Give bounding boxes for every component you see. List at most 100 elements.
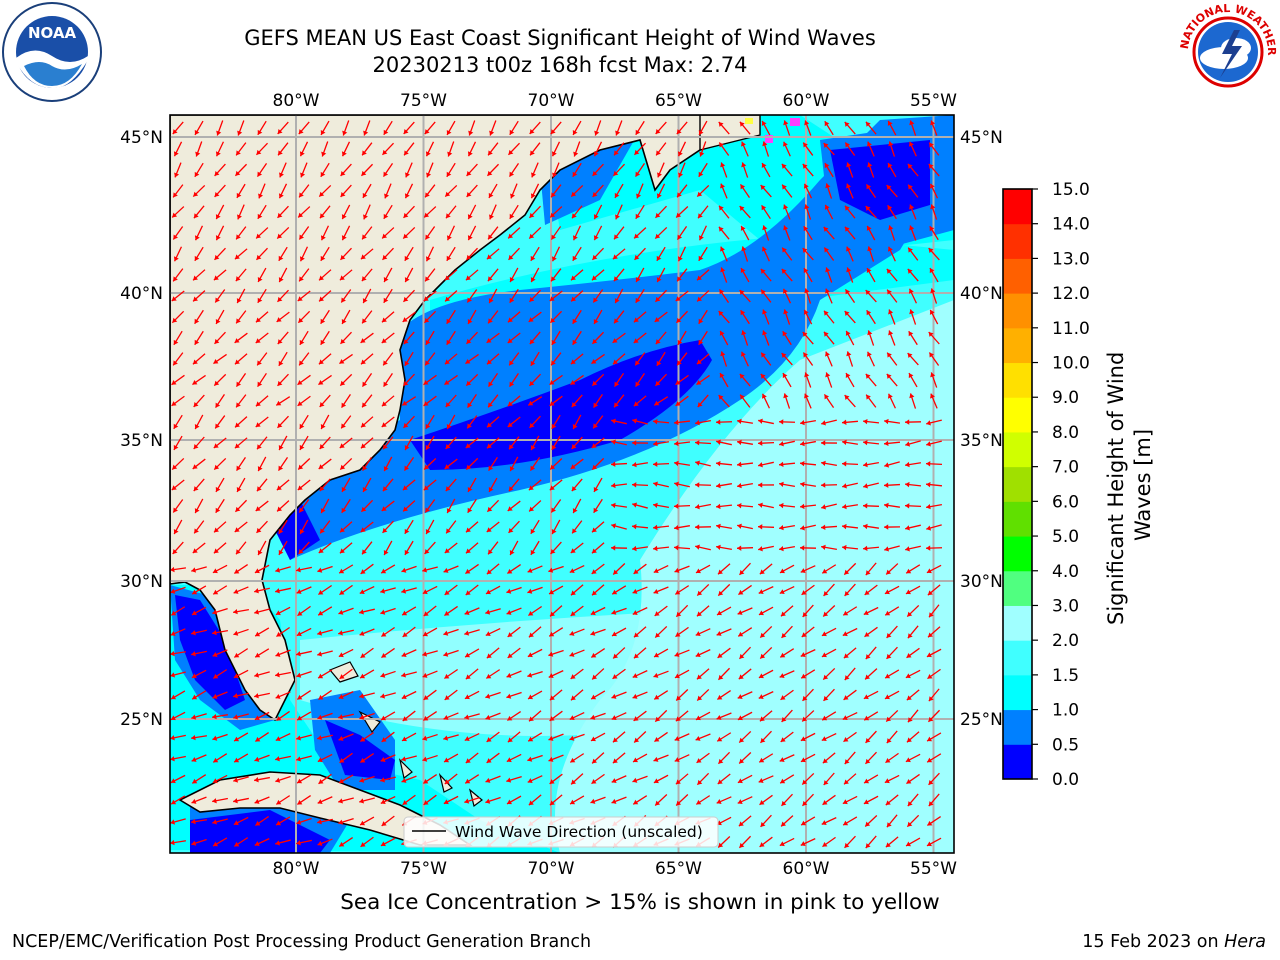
wind-wave-arrow xyxy=(610,545,628,551)
wind-wave-arrow xyxy=(926,503,942,510)
wind-wave-arrow xyxy=(844,751,856,765)
wind-wave-arrow xyxy=(359,712,375,720)
wind-wave-arrow xyxy=(422,754,438,762)
wind-wave-arrow xyxy=(296,734,312,741)
wind-wave-arrow xyxy=(464,774,480,784)
wind-wave-arrow xyxy=(339,437,353,449)
wind-wave-arrow xyxy=(277,205,289,219)
wind-wave-arrow xyxy=(762,225,770,241)
wind-wave-arrow xyxy=(741,330,749,346)
wind-wave-arrow xyxy=(886,730,898,744)
wind-wave-arrow xyxy=(172,184,184,198)
wind-wave-arrow xyxy=(652,418,670,425)
wind-wave-arrow xyxy=(720,183,728,199)
wind-wave-arrow xyxy=(193,394,205,408)
wind-wave-arrow xyxy=(298,352,310,366)
wind-wave-arrow xyxy=(488,477,498,493)
wind-wave-arrow xyxy=(552,162,560,178)
wind-wave-arrow xyxy=(866,225,876,241)
wind-wave-arrow xyxy=(908,330,918,346)
wind-wave-arrow xyxy=(909,204,917,220)
wind-wave-arrow xyxy=(194,498,204,514)
wind-wave-arrow xyxy=(233,692,249,699)
wind-wave-arrow xyxy=(423,689,437,701)
wind-wave-arrow xyxy=(548,565,564,573)
wind-wave-arrow xyxy=(446,414,456,430)
wind-wave-arrow xyxy=(655,121,667,135)
wind-wave-arrow xyxy=(467,204,477,220)
wind-wave-arrow xyxy=(528,626,542,638)
wind-wave-arrow xyxy=(254,608,270,615)
wind-wave-arrow xyxy=(381,731,395,743)
wind-wave-arrow xyxy=(635,120,645,136)
wind-wave-arrow xyxy=(929,183,939,199)
wind-wave-arrow xyxy=(673,440,691,447)
wind-wave-arrow xyxy=(194,225,204,241)
wind-wave-arrow xyxy=(530,540,540,556)
wind-wave-arrow xyxy=(631,523,649,530)
wind-wave-arrow xyxy=(489,120,497,136)
wind-wave-arrow xyxy=(424,541,436,555)
wind-wave-arrow xyxy=(296,627,312,637)
wind-wave-arrow xyxy=(887,246,896,262)
wind-wave-arrow xyxy=(802,688,814,702)
wind-wave-arrow xyxy=(633,647,647,659)
wind-wave-arrow xyxy=(402,710,416,722)
wind-wave-arrow xyxy=(862,503,880,509)
wind-wave-arrow xyxy=(298,226,310,240)
wind-wave-arrow xyxy=(842,816,858,826)
colorbar-swatch xyxy=(1003,744,1032,780)
wind-wave-arrow xyxy=(192,458,206,470)
wind-wave-arrow xyxy=(213,542,227,554)
wind-wave-arrow xyxy=(928,772,940,786)
wind-wave-arrow xyxy=(631,482,649,488)
wind-wave-arrow xyxy=(698,246,708,262)
wind-wave-arrow xyxy=(550,226,562,240)
wind-wave-arrow xyxy=(487,541,499,555)
wind-wave-arrow xyxy=(778,461,796,468)
wind-wave-arrow xyxy=(696,668,710,680)
wind-wave-arrow xyxy=(741,162,749,178)
wind-wave-arrow xyxy=(696,290,710,302)
wind-wave-arrow xyxy=(570,184,584,198)
wind-wave-arrow xyxy=(926,753,942,763)
wind-wave-arrow xyxy=(254,732,270,742)
wind-wave-arrow xyxy=(758,418,774,425)
wind-wave-arrow xyxy=(447,141,455,157)
colorbar-tick-label: 1.5 xyxy=(1052,666,1079,686)
wind-wave-arrow xyxy=(215,393,225,409)
wind-wave-arrow xyxy=(508,436,520,450)
wind-wave-arrow xyxy=(865,184,877,198)
lon-tick-label: 65°W xyxy=(655,91,702,111)
wind-wave-arrow xyxy=(404,435,414,451)
wind-wave-arrow xyxy=(530,183,540,199)
wind-wave-arrow xyxy=(380,564,396,574)
wind-wave-arrow xyxy=(234,332,248,344)
wind-wave-arrow xyxy=(820,482,838,488)
wind-wave-arrow xyxy=(299,414,309,430)
wind-wave-arrow xyxy=(235,394,247,408)
wind-wave-arrow xyxy=(717,751,731,765)
map-frame xyxy=(169,114,955,854)
wind-wave-arrow xyxy=(572,120,582,136)
wind-wave-arrow xyxy=(570,605,584,617)
wind-wave-arrow xyxy=(254,627,270,637)
wind-wave-arrow xyxy=(862,523,880,530)
wind-wave-arrow xyxy=(194,414,204,430)
wind-wave-arrow xyxy=(613,394,625,408)
wind-wave-arrow xyxy=(403,331,415,345)
wind-wave-arrow xyxy=(926,524,942,531)
wind-wave-arrow xyxy=(739,121,751,135)
wind-wave-arrow xyxy=(841,523,859,530)
wind-wave-arrow xyxy=(551,519,561,535)
wind-wave-arrow xyxy=(737,796,753,805)
wind-wave-arrow xyxy=(676,184,688,198)
wind-wave-arrow xyxy=(926,419,942,426)
wind-wave-arrow xyxy=(844,667,856,681)
wind-wave-arrow xyxy=(758,606,774,616)
wind-wave-arrow xyxy=(317,734,333,741)
wind-wave-arrow xyxy=(675,794,689,806)
wind-wave-arrow xyxy=(653,481,669,488)
wind-wave-arrow xyxy=(611,523,627,530)
wind-wave-arrow xyxy=(297,479,311,491)
